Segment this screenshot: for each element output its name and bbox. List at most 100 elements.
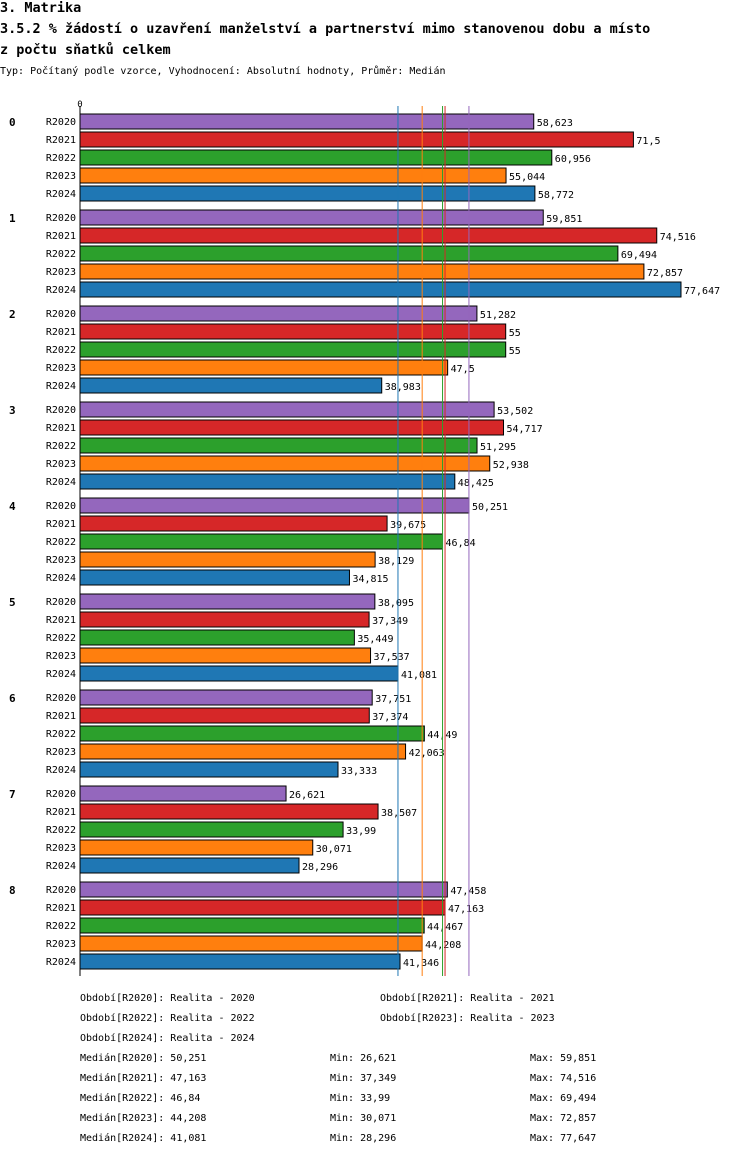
bar-5-r2021 xyxy=(79,611,370,628)
value-label-5-r2024: 41,081 xyxy=(401,670,437,681)
value-label-4-r2022: 46,84 xyxy=(446,538,476,549)
chart-subtitle: Typ: Počítaný podle vzorce, Vyhodnocení:… xyxy=(0,66,446,77)
value-label-7-r2024: 28,296 xyxy=(302,862,338,873)
value-label-5-r2021: 37,349 xyxy=(372,616,408,627)
group-label-8: 8 xyxy=(9,884,16,897)
series-label-1-r2020: R2020 xyxy=(46,213,76,224)
bar-5-r2024 xyxy=(79,665,399,682)
value-label-6-r2021: 37,374 xyxy=(372,712,408,723)
bar-1-r2023 xyxy=(79,263,645,280)
value-label-3-r2020: 53,502 xyxy=(497,406,533,417)
bar-3-r2023 xyxy=(79,455,491,472)
bar-2-r2021 xyxy=(79,323,507,340)
value-label-0-r2020: 58,623 xyxy=(537,118,573,129)
series-label-7-r2020: R2020 xyxy=(46,789,76,800)
series-label-8-r2024: R2024 xyxy=(46,957,76,968)
chart-title: 3.5.2 % žádostí o uzavření manželství a … xyxy=(0,21,651,37)
legend-max-r2022: Max: 69,494 xyxy=(530,1093,597,1104)
value-label-4-r2024: 34,815 xyxy=(352,574,388,585)
bar-4-r2021 xyxy=(79,515,388,532)
series-label-4-r2023: R2023 xyxy=(46,555,76,566)
series-label-6-r2023: R2023 xyxy=(46,747,76,758)
bar-2-r2022 xyxy=(79,341,507,358)
value-label-0-r2023: 55,044 xyxy=(509,172,545,183)
value-label-5-r2023: 37,537 xyxy=(374,652,410,663)
bar-7-r2020 xyxy=(79,785,287,802)
value-label-2-r2020: 51,282 xyxy=(480,310,516,321)
series-label-8-r2022: R2022 xyxy=(46,921,76,932)
series-label-6-r2022: R2022 xyxy=(46,729,76,740)
series-label-1-r2023: R2023 xyxy=(46,267,76,278)
bar-1-r2020 xyxy=(79,209,544,226)
value-label-7-r2022: 33,99 xyxy=(346,826,376,837)
bar-7-r2024 xyxy=(79,857,300,874)
bar-1-r2021 xyxy=(79,227,658,244)
series-label-6-r2021: R2021 xyxy=(46,711,76,722)
value-label-3-r2021: 54,717 xyxy=(507,424,543,435)
series-label-2-r2023: R2023 xyxy=(46,363,76,374)
bar-0-r2024 xyxy=(79,185,536,202)
value-label-0-r2024: 58,772 xyxy=(538,190,574,201)
series-label-4-r2021: R2021 xyxy=(46,519,76,530)
bar-2-r2024 xyxy=(79,377,383,394)
value-label-1-r2022: 69,494 xyxy=(621,250,657,261)
group-label-5: 5 xyxy=(9,596,16,609)
bar-6-r2020 xyxy=(79,689,373,706)
group-label-1: 1 xyxy=(9,212,16,225)
bar-3-r2022 xyxy=(79,437,478,454)
bar-8-r2023 xyxy=(79,935,423,952)
bar-6-r2023 xyxy=(79,743,407,760)
series-label-8-r2021: R2021 xyxy=(46,903,76,914)
bar-3-r2020 xyxy=(79,401,495,418)
series-label-4-r2022: R2022 xyxy=(46,537,76,548)
bar-8-r2020 xyxy=(79,881,448,898)
value-label-4-r2020: 50,251 xyxy=(472,502,508,513)
bar-0-r2021 xyxy=(79,131,634,148)
legend-min-r2023: Min: 30,071 xyxy=(330,1113,397,1124)
series-label-2-r2021: R2021 xyxy=(46,327,76,338)
series-label-5-r2024: R2024 xyxy=(46,669,76,680)
legend-period-r2021: Období[R2021]: Realita - 2021 xyxy=(380,993,555,1004)
bar-4-r2023 xyxy=(79,551,376,568)
value-label-8-r2021: 47,163 xyxy=(448,904,484,915)
series-label-3-r2023: R2023 xyxy=(46,459,76,470)
group-label-6: 6 xyxy=(9,692,16,705)
series-label-3-r2024: R2024 xyxy=(46,477,76,488)
value-label-8-r2024: 41,346 xyxy=(403,958,439,969)
value-label-4-r2023: 38,129 xyxy=(378,556,414,567)
value-label-7-r2021: 38,507 xyxy=(381,808,417,819)
value-label-6-r2024: 33,333 xyxy=(341,766,377,777)
series-label-3-r2021: R2021 xyxy=(46,423,76,434)
series-label-1-r2022: R2022 xyxy=(46,249,76,260)
value-label-3-r2024: 48,425 xyxy=(458,478,494,489)
group-label-3: 3 xyxy=(9,404,16,417)
value-label-0-r2022: 60,956 xyxy=(555,154,591,165)
value-label-6-r2020: 37,751 xyxy=(375,694,411,705)
series-label-0-r2023: R2023 xyxy=(46,171,76,182)
group-label-7: 7 xyxy=(9,788,16,801)
series-label-4-r2024: R2024 xyxy=(46,573,76,584)
series-label-7-r2021: R2021 xyxy=(46,807,76,818)
bar-6-r2022 xyxy=(79,725,425,742)
bar-3-r2021 xyxy=(79,419,505,436)
value-label-7-r2020: 26,621 xyxy=(289,790,325,801)
value-label-1-r2020: 59,851 xyxy=(546,214,582,225)
bar-4-r2022 xyxy=(79,533,444,550)
value-label-3-r2022: 51,295 xyxy=(480,442,516,453)
bar-6-r2024 xyxy=(79,761,339,778)
series-label-6-r2024: R2024 xyxy=(46,765,76,776)
series-label-7-r2022: R2022 xyxy=(46,825,76,836)
series-label-4-r2020: R2020 xyxy=(46,501,76,512)
legend-median-r2022: Medián[R2022]: 46,84 xyxy=(80,1093,201,1104)
value-label-2-r2021: 55 xyxy=(509,328,521,339)
legend-median-r2020: Medián[R2020]: 50,251 xyxy=(80,1053,207,1064)
bar-1-r2022 xyxy=(79,245,619,262)
series-label-5-r2020: R2020 xyxy=(46,597,76,608)
value-label-2-r2024: 38,983 xyxy=(385,382,421,393)
legend-median-r2024: Medián[R2024]: 41,081 xyxy=(80,1133,207,1144)
bar-0-r2020 xyxy=(79,113,535,130)
report-section-title: 3. Matrika xyxy=(0,0,82,16)
legend-min-r2024: Min: 28,296 xyxy=(330,1133,397,1144)
value-label-8-r2023: 44,208 xyxy=(425,940,461,951)
